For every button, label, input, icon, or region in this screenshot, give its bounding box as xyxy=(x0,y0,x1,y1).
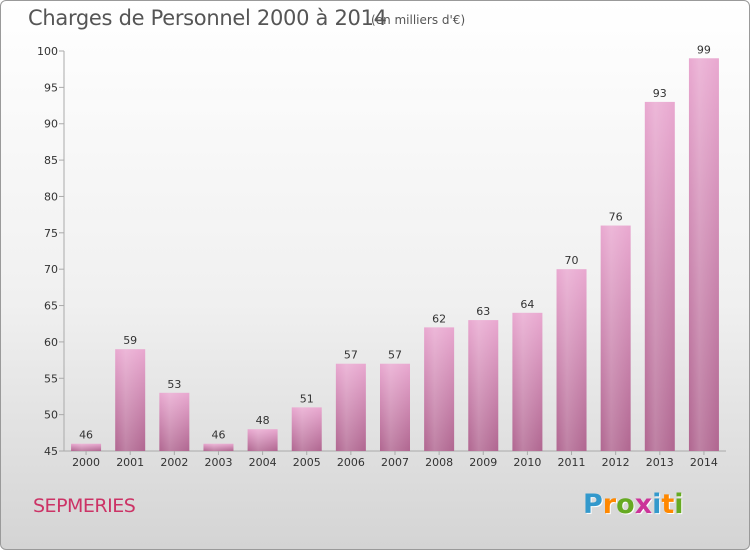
bar-highlight xyxy=(644,101,675,451)
bar-highlight xyxy=(71,443,102,451)
logo-letter: r xyxy=(602,489,617,520)
x-tick-label: 2014 xyxy=(690,456,718,469)
bar-highlight xyxy=(159,392,190,451)
y-tick-label: 45 xyxy=(44,445,58,458)
y-tick-label: 95 xyxy=(44,81,58,94)
x-tick-label: 2008 xyxy=(425,456,453,469)
x-tick-label: 2011 xyxy=(558,456,586,469)
data-label: 46 xyxy=(211,429,225,442)
x-tick-label: 2001 xyxy=(116,456,144,469)
bar-highlight xyxy=(115,349,146,451)
bar-highlight xyxy=(688,58,719,451)
y-tick-label: 90 xyxy=(44,118,58,131)
data-label: 99 xyxy=(697,43,711,56)
bar-highlight xyxy=(556,269,587,451)
x-tick-label: 2004 xyxy=(249,456,277,469)
x-tick-label: 2012 xyxy=(602,456,630,469)
bar-highlight xyxy=(335,363,366,451)
x-tick-label: 2003 xyxy=(204,456,232,469)
logo-letter: P xyxy=(583,489,603,520)
data-label: 48 xyxy=(256,414,270,427)
y-tick-label: 60 xyxy=(44,336,58,349)
proxiti-logo[interactable]: Proxiti xyxy=(583,489,684,520)
y-tick-label: 65 xyxy=(44,300,58,313)
y-tick-label: 100 xyxy=(37,45,58,58)
x-tick-label: 2005 xyxy=(293,456,321,469)
y-tick-label: 75 xyxy=(44,227,58,240)
data-label: 53 xyxy=(167,378,181,391)
axes: 45 50 55 60 65 70 75 80 85 90 95 100 2000 2001 2002 200… xyxy=(37,45,726,469)
data-label: 76 xyxy=(609,211,623,224)
bar-highlight xyxy=(468,320,499,451)
logo-letter: o xyxy=(616,489,635,520)
data-label: 62 xyxy=(432,312,446,325)
commune-name: SEPMERIES xyxy=(33,495,136,517)
x-tick-label: 2007 xyxy=(381,456,409,469)
x-tick-label: 2006 xyxy=(337,456,365,469)
logo-letter: t xyxy=(661,489,675,520)
data-label: 64 xyxy=(520,298,534,311)
x-tick-label: 2002 xyxy=(160,456,188,469)
bar-highlight xyxy=(291,407,322,451)
bar-highlight xyxy=(600,225,631,451)
data-label: 57 xyxy=(388,349,402,362)
data-label: 57 xyxy=(344,349,358,362)
y-tick-label: 55 xyxy=(44,372,58,385)
x-tick-label: 2000 xyxy=(72,456,100,469)
logo-letter: x xyxy=(634,489,653,520)
x-tick-label: 2009 xyxy=(469,456,497,469)
y-tick-label: 80 xyxy=(44,190,58,203)
x-tick-label: 2010 xyxy=(513,456,541,469)
logo-letter: i xyxy=(674,489,684,520)
logo-letter: i xyxy=(652,489,662,520)
data-label: 59 xyxy=(123,334,137,347)
bar-highlight xyxy=(380,363,410,451)
data-label: 46 xyxy=(79,429,93,442)
data-label: 70 xyxy=(565,254,579,267)
bar-highlight xyxy=(512,312,543,451)
bar-highlight xyxy=(247,429,278,451)
bar-highlight xyxy=(203,443,234,451)
y-tick-label: 70 xyxy=(44,263,58,276)
x-tick-label: 2013 xyxy=(646,456,674,469)
y-tick-label: 50 xyxy=(44,409,58,422)
bar-highlight xyxy=(424,327,455,451)
data-label: 51 xyxy=(300,392,314,405)
chart-subtitle: (en milliers d'€) xyxy=(371,13,466,27)
bars xyxy=(71,58,719,451)
y-tick-label: 85 xyxy=(44,154,58,167)
data-label: 93 xyxy=(653,87,667,100)
data-label: 63 xyxy=(476,305,490,318)
chart-title: Charges de Personnel 2000 à 2014 xyxy=(28,6,387,30)
value-labels: 46 59 53 46 48 51 57 57 62 63 64 70 76 93 99 xyxy=(79,43,711,441)
